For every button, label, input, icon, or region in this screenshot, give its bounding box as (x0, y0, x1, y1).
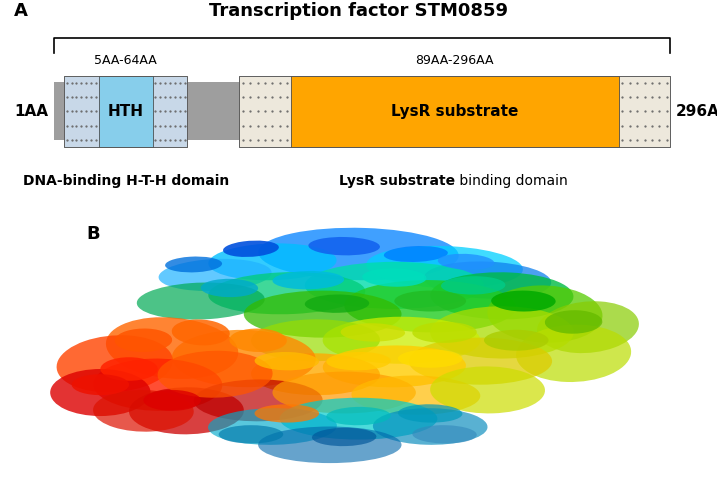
Ellipse shape (106, 317, 238, 379)
Ellipse shape (194, 379, 323, 421)
Ellipse shape (223, 241, 279, 257)
Bar (239, 76, 670, 147)
Ellipse shape (344, 280, 516, 333)
Ellipse shape (326, 352, 391, 370)
Ellipse shape (430, 306, 574, 359)
Ellipse shape (115, 329, 172, 352)
Ellipse shape (172, 330, 315, 387)
Bar (99, 76, 153, 147)
Ellipse shape (100, 357, 158, 381)
Text: 296AA: 296AA (676, 104, 717, 119)
Ellipse shape (272, 372, 416, 413)
Ellipse shape (57, 335, 173, 393)
Ellipse shape (258, 426, 402, 463)
Text: binding domain: binding domain (455, 174, 568, 188)
Ellipse shape (251, 353, 380, 395)
Ellipse shape (488, 286, 602, 343)
Ellipse shape (430, 272, 574, 319)
Text: 1AA: 1AA (14, 104, 48, 119)
Bar (153, 76, 187, 147)
Ellipse shape (93, 390, 194, 432)
Ellipse shape (50, 369, 151, 416)
Ellipse shape (545, 310, 602, 333)
Ellipse shape (398, 349, 462, 368)
Ellipse shape (143, 390, 201, 411)
Ellipse shape (201, 279, 258, 297)
Text: LysR substrate: LysR substrate (391, 104, 518, 119)
Text: 89AA-296AA: 89AA-296AA (416, 54, 494, 67)
Ellipse shape (258, 228, 459, 280)
Ellipse shape (305, 294, 369, 313)
Ellipse shape (244, 290, 402, 338)
Text: B: B (86, 225, 100, 243)
Bar (291, 76, 619, 147)
Ellipse shape (129, 387, 244, 434)
Ellipse shape (366, 246, 523, 288)
Text: HTH: HTH (108, 104, 143, 119)
Ellipse shape (219, 425, 283, 443)
Ellipse shape (255, 352, 319, 370)
Ellipse shape (251, 319, 380, 361)
Text: A: A (14, 2, 28, 20)
Ellipse shape (172, 319, 229, 346)
Ellipse shape (384, 246, 448, 262)
Ellipse shape (158, 259, 272, 291)
Ellipse shape (398, 404, 462, 423)
Ellipse shape (341, 323, 405, 342)
Bar (65, 76, 99, 147)
Ellipse shape (323, 346, 466, 387)
Ellipse shape (394, 290, 466, 312)
Ellipse shape (209, 272, 365, 314)
Ellipse shape (308, 237, 380, 256)
Ellipse shape (438, 254, 494, 270)
Ellipse shape (272, 271, 344, 289)
Ellipse shape (412, 425, 477, 443)
Ellipse shape (93, 359, 222, 411)
Ellipse shape (441, 276, 505, 295)
Ellipse shape (312, 428, 376, 446)
Ellipse shape (537, 301, 639, 353)
Ellipse shape (323, 317, 480, 364)
Ellipse shape (491, 290, 556, 312)
Ellipse shape (409, 338, 552, 385)
Ellipse shape (362, 268, 427, 287)
Ellipse shape (72, 374, 129, 395)
Ellipse shape (351, 376, 480, 415)
Ellipse shape (305, 262, 484, 309)
Ellipse shape (137, 283, 265, 319)
Ellipse shape (412, 322, 477, 343)
Ellipse shape (326, 407, 391, 425)
Text: LysR substrate: LysR substrate (338, 174, 455, 188)
Ellipse shape (516, 325, 631, 382)
Ellipse shape (280, 398, 437, 439)
Ellipse shape (373, 408, 488, 445)
Ellipse shape (158, 351, 272, 398)
Ellipse shape (229, 329, 287, 352)
Ellipse shape (255, 404, 319, 423)
Text: 5AA-64AA: 5AA-64AA (94, 54, 157, 67)
Ellipse shape (424, 261, 551, 299)
Ellipse shape (165, 257, 222, 272)
Text: DNA-binding H-T-H domain: DNA-binding H-T-H domain (22, 174, 229, 188)
Ellipse shape (209, 243, 336, 280)
Ellipse shape (484, 330, 549, 351)
Bar (239, 76, 291, 147)
Bar (65, 76, 187, 147)
Ellipse shape (430, 366, 545, 413)
Bar (619, 76, 670, 147)
Text: Transcription factor STM0859: Transcription factor STM0859 (209, 2, 508, 20)
Bar (54, 82, 670, 140)
Ellipse shape (208, 408, 337, 445)
